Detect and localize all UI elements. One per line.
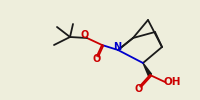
Polygon shape bbox=[143, 63, 152, 76]
Text: O: O bbox=[135, 84, 143, 94]
Text: O: O bbox=[93, 55, 101, 64]
Text: O: O bbox=[81, 30, 89, 40]
Text: OH: OH bbox=[163, 77, 181, 87]
Text: N: N bbox=[113, 42, 121, 52]
